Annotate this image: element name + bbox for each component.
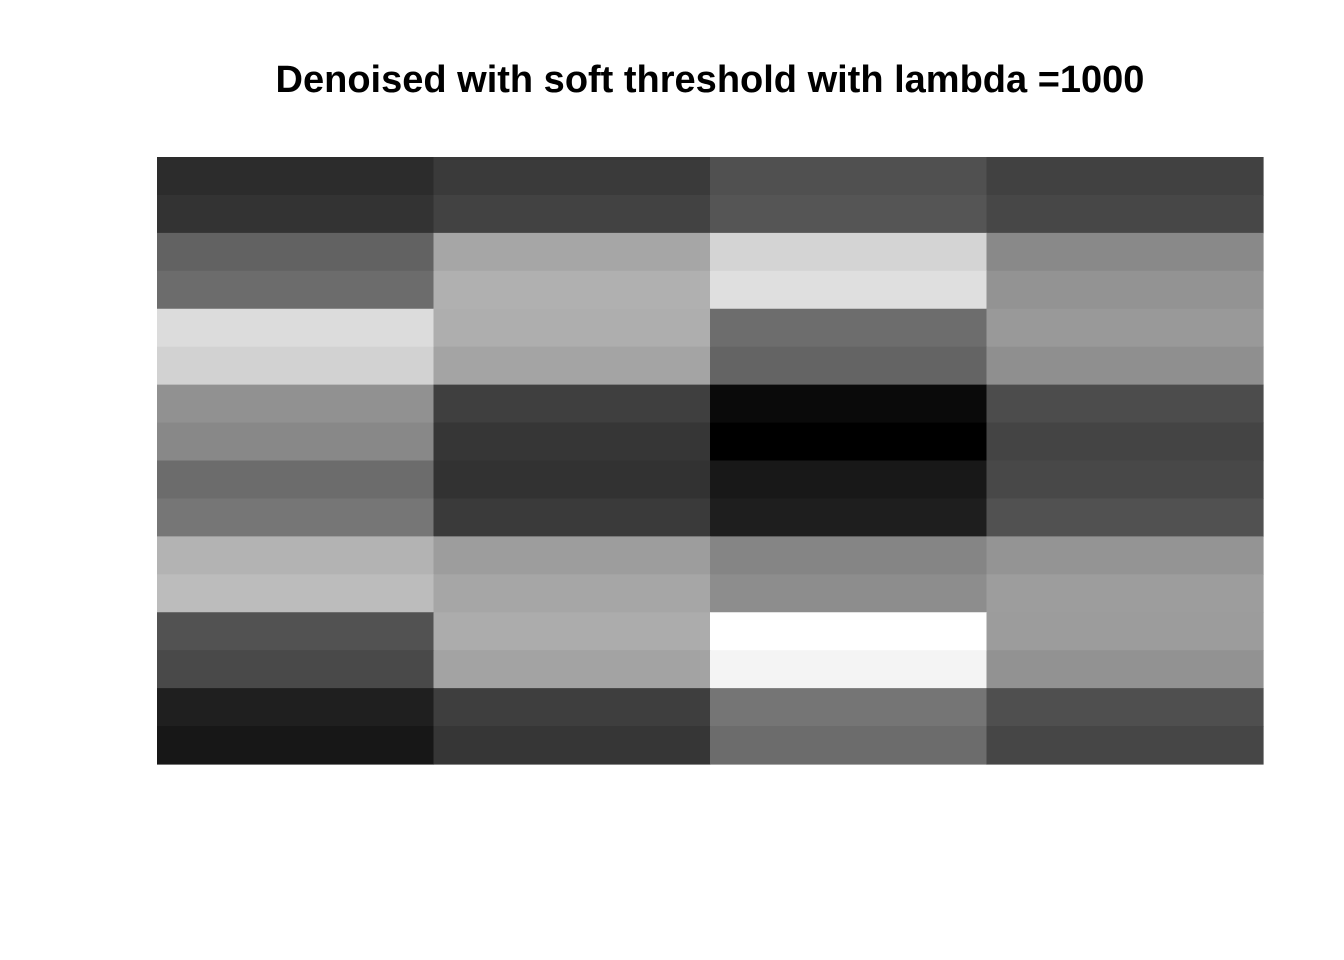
heatmap-cell-r7-c1 [157,384,435,424]
heatmap-cell-r3-c1 [157,232,435,272]
heatmap-cell-r10-c4 [986,498,1264,537]
heatmap-cell-r1-c3 [710,157,988,196]
heatmap-cell-r5-c4 [986,308,1264,348]
heatmap-cell-r10-c1 [157,498,435,537]
heatmap-cell-r7-c4 [986,384,1264,424]
heatmap-cell-r11-c3 [710,536,988,575]
heatmap-cell-r12-c2 [433,574,711,613]
heatmap-cell-r1-c4 [986,157,1264,196]
heatmap-cell-r9-c2 [433,460,711,500]
heatmap-cell-r2-c3 [710,194,988,234]
heatmap-cell-r10-c2 [433,498,711,537]
heatmap-cell-r8-c4 [986,422,1264,462]
heatmap-cell-r6-c2 [433,346,711,386]
heatmap-cell-r3-c2 [433,232,711,272]
heatmap-cell-r2-c4 [986,194,1264,234]
heatmap-cell-r4-c2 [433,270,711,310]
heatmap-cell-r2-c2 [433,194,711,234]
heatmap-cell-r10-c3 [710,498,988,537]
heatmap-cell-r14-c3 [710,650,988,689]
heatmap-cells [157,157,1264,765]
heatmap-cell-r16-c1 [157,726,435,765]
heatmap-cell-r13-c2 [433,612,711,651]
chart-title: Denoised with soft threshold with lambda… [275,59,1145,101]
heatmap-cell-r5-c1 [157,308,435,348]
heatmap-cell-r16-c4 [986,726,1264,765]
heatmap-cell-r6-c3 [710,346,988,386]
heatmap-cell-r5-c2 [433,308,711,348]
heatmap-cell-r15-c1 [157,688,435,727]
heatmap-cell-r12-c1 [157,574,435,613]
heatmap-cell-r9-c3 [710,460,988,500]
heatmap-cell-r15-c2 [433,688,711,727]
heatmap-cell-r4-c1 [157,270,435,310]
heatmap-cell-r4-c3 [710,270,988,310]
heatmap-cell-r14-c4 [986,650,1264,689]
heatmap-cell-r12-c3 [710,574,988,613]
heatmap-cell-r1-c1 [157,157,435,196]
heatmap-cell-r8-c3 [710,422,988,462]
heatmap-cell-r14-c2 [433,650,711,689]
heatmap-cell-r2-c1 [157,194,435,234]
heatmap-cell-r13-c1 [157,612,435,651]
heatmap-cell-r15-c3 [710,688,988,727]
heatmap-cell-r3-c3 [710,232,988,272]
heatmap-cell-r13-c4 [986,612,1264,651]
heatmap-cell-r13-c3 [710,612,988,651]
heatmap-cell-r12-c4 [986,574,1264,613]
heatmap-cell-r5-c3 [710,308,988,348]
heatmap-cell-r8-c1 [157,422,435,462]
heatmap-cell-r6-c4 [986,346,1264,386]
heatmap-cell-r15-c4 [986,688,1264,727]
heatmap-cell-r4-c4 [986,270,1264,310]
heatmap-cell-r16-c3 [710,726,988,765]
heatmap-cell-r14-c1 [157,650,435,689]
heatmap-cell-r7-c3 [710,384,988,424]
heatmap-cell-r1-c2 [433,157,711,196]
heatmap-cell-r7-c2 [433,384,711,424]
heatmap-cell-r11-c1 [157,536,435,575]
heatmap-cell-r11-c2 [433,536,711,575]
heatmap-cell-r9-c1 [157,460,435,500]
heatmap-cell-r16-c2 [433,726,711,765]
heatmap-cell-r9-c4 [986,460,1264,500]
heatmap-cell-r11-c4 [986,536,1264,575]
heatmap-cell-r8-c2 [433,422,711,462]
heatmap-cell-r3-c4 [986,232,1264,272]
heatmap-cell-r6-c1 [157,346,435,386]
